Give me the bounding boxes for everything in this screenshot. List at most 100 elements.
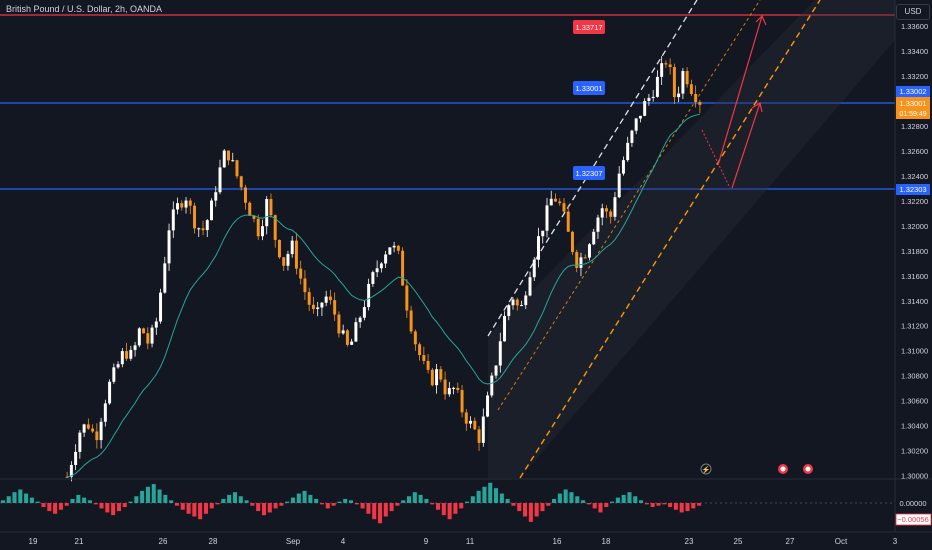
candle[interactable] (638, 115, 642, 123)
candle[interactable] (401, 247, 405, 286)
candle[interactable] (626, 136, 630, 162)
candle[interactable] (532, 257, 536, 281)
candle[interactable] (379, 262, 383, 273)
candle[interactable] (388, 247, 392, 255)
candle[interactable] (418, 342, 422, 361)
candle[interactable] (354, 317, 358, 342)
candle[interactable] (193, 202, 197, 234)
candle[interactable] (227, 150, 230, 166)
candle[interactable] (694, 85, 698, 108)
candle[interactable] (286, 250, 290, 271)
candle[interactable] (643, 98, 647, 117)
candle[interactable] (205, 219, 209, 238)
candle[interactable] (473, 417, 477, 431)
event-flag-icon-2[interactable] (803, 464, 813, 474)
candle[interactable] (634, 117, 638, 135)
candle[interactable] (405, 279, 409, 318)
candle[interactable] (592, 228, 596, 246)
oscillator-histogram[interactable] (0, 482, 702, 524)
candle[interactable] (184, 197, 188, 214)
candle[interactable] (78, 430, 82, 459)
candle[interactable] (91, 424, 95, 434)
candle[interactable] (375, 260, 379, 278)
candle[interactable] (129, 345, 133, 361)
candle[interactable] (273, 214, 277, 248)
candle[interactable] (469, 416, 473, 429)
candle[interactable] (460, 385, 464, 418)
candle[interactable] (112, 363, 116, 384)
candle[interactable] (125, 342, 129, 361)
candle[interactable] (562, 197, 566, 213)
candle[interactable] (307, 287, 311, 311)
projection-arrow-to-upper[interactable] (731, 102, 761, 189)
candle[interactable] (604, 205, 608, 219)
candle[interactable] (558, 198, 562, 206)
event-lightning-icon[interactable]: ⚡ (700, 463, 712, 475)
candle[interactable] (201, 220, 205, 236)
candle[interactable] (570, 230, 574, 255)
candle[interactable] (575, 249, 579, 273)
candle[interactable] (600, 203, 604, 226)
candle[interactable] (545, 197, 549, 238)
candle[interactable] (328, 289, 332, 305)
candle[interactable] (689, 79, 693, 97)
candle[interactable] (537, 227, 540, 268)
candle[interactable] (320, 302, 324, 316)
candle[interactable] (180, 200, 184, 211)
candle[interactable] (511, 297, 515, 310)
candle[interactable] (337, 311, 341, 338)
candle[interactable] (350, 338, 354, 346)
candle[interactable] (681, 68, 685, 100)
candle[interactable] (214, 186, 218, 207)
candle[interactable] (443, 371, 447, 400)
candle[interactable] (447, 381, 451, 397)
candle[interactable] (265, 196, 269, 235)
candle[interactable] (413, 329, 417, 351)
candle[interactable] (150, 324, 154, 348)
candle[interactable] (672, 63, 676, 105)
candle[interactable] (668, 58, 672, 75)
candle[interactable] (197, 227, 201, 237)
candle[interactable] (371, 270, 375, 287)
candle[interactable] (698, 99, 702, 114)
candle[interactable] (384, 250, 388, 268)
candle[interactable] (74, 444, 78, 471)
projection-arrow-to-red[interactable] (717, 15, 763, 166)
candle[interactable] (231, 152, 235, 162)
candle[interactable] (528, 271, 532, 297)
ema-line[interactable] (66, 113, 701, 478)
candle[interactable] (299, 260, 303, 285)
candle[interactable] (95, 423, 99, 449)
candle[interactable] (316, 301, 320, 317)
candles-group[interactable] (65, 56, 702, 482)
candle[interactable] (341, 324, 345, 335)
candle[interactable] (176, 197, 180, 215)
candle[interactable] (222, 149, 226, 168)
candle[interactable] (239, 175, 243, 191)
channel-lower-dashed-line[interactable] (519, 0, 821, 479)
candle[interactable] (520, 300, 524, 307)
candle[interactable] (108, 379, 112, 405)
candle[interactable] (630, 129, 634, 147)
candle[interactable] (290, 236, 294, 258)
candle[interactable] (86, 418, 90, 430)
candle[interactable] (116, 361, 120, 369)
candle[interactable] (541, 230, 545, 244)
candle[interactable] (243, 184, 247, 210)
candle[interactable] (524, 291, 528, 310)
candle[interactable] (617, 166, 621, 199)
candle[interactable] (596, 214, 600, 239)
candle[interactable] (171, 201, 175, 238)
candle[interactable] (362, 300, 366, 321)
candle[interactable] (159, 288, 163, 324)
candle[interactable] (621, 156, 625, 176)
candle[interactable] (464, 408, 468, 431)
candle[interactable] (430, 367, 434, 387)
candle[interactable] (481, 408, 485, 447)
candle[interactable] (435, 364, 439, 394)
candle[interactable] (133, 341, 137, 357)
currency-selector[interactable]: USD (896, 4, 930, 20)
candle[interactable] (490, 372, 494, 398)
candle[interactable] (163, 256, 167, 294)
